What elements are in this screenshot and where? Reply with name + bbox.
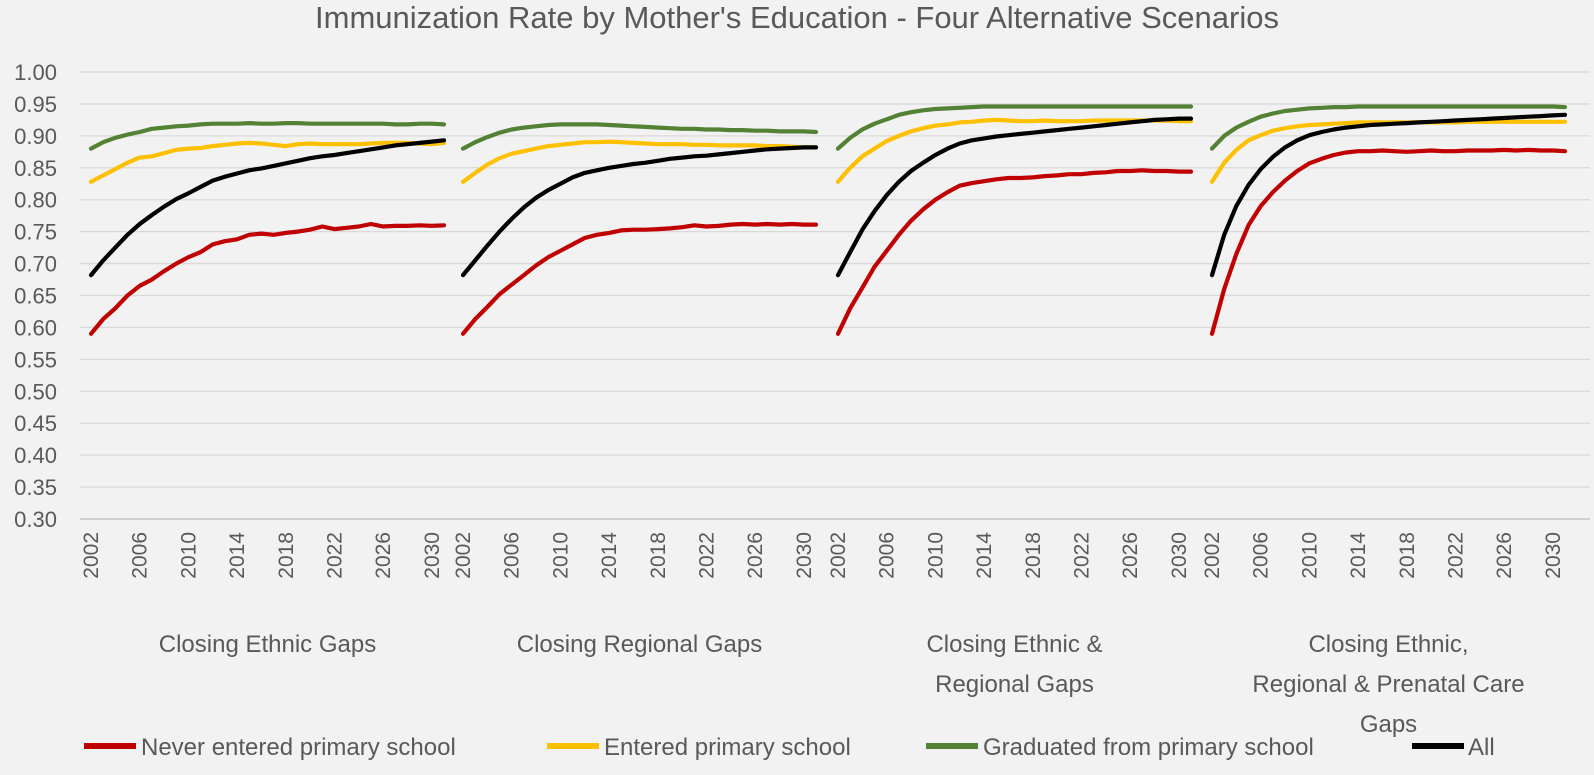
legend: Never entered primary school Entered prim… <box>84 734 1495 761</box>
y-tick-label: 0.40 <box>14 443 57 468</box>
legend-label: All <box>1468 734 1495 761</box>
series-line <box>460 221 819 336</box>
legend-label: Never entered primary school <box>141 734 456 761</box>
scenario-label: Gaps <box>1360 711 1417 738</box>
x-tick-label: 2018 <box>1396 532 1419 579</box>
y-tick-label: 0.75 <box>14 220 57 245</box>
x-tick-label: 2014 <box>1347 532 1370 579</box>
series-line <box>835 116 1194 278</box>
chart-title: Immunization Rate by Mother's Education … <box>315 0 1279 35</box>
scenario-label: Closing Ethnic & <box>926 631 1102 658</box>
series-line <box>835 104 1194 151</box>
x-tick-label: 2026 <box>1119 532 1142 579</box>
y-tick-label: 0.55 <box>14 347 57 372</box>
x-tick-label: 2022 <box>1070 532 1093 579</box>
series-line <box>835 168 1194 336</box>
series-line <box>88 138 447 278</box>
series-line <box>460 145 819 278</box>
gridlines <box>80 71 1590 520</box>
x-tick-label: 2002 <box>452 532 475 579</box>
y-tick-label: 0.80 <box>14 188 57 213</box>
x-tick-label: 2030 <box>793 532 816 579</box>
x-tick-label: 2018 <box>1022 532 1045 579</box>
y-tick-label: 0.35 <box>14 475 57 500</box>
series-line <box>88 120 447 151</box>
group-labels: Closing Ethnic Gaps Closing Regional Gaps… <box>159 631 1525 738</box>
x-tick-label: 2010 <box>924 532 947 579</box>
x-tick-label: 2010 <box>549 532 572 579</box>
series-line <box>1209 112 1568 278</box>
scenario-label: Closing Ethnic, <box>1308 631 1468 658</box>
y-tick-label: 0.90 <box>14 124 57 149</box>
x-tick-label: 2014 <box>598 532 621 579</box>
series-lines <box>88 104 1568 336</box>
y-tick-label: 1.00 <box>14 60 57 85</box>
y-tick-label: 0.30 <box>14 507 57 532</box>
x-tick-label: 2018 <box>275 532 298 579</box>
x-tick-label: 2030 <box>1168 532 1191 579</box>
x-tick-label: 2030 <box>1542 532 1565 579</box>
series-line <box>460 122 819 151</box>
x-tick-label: 2026 <box>1493 532 1516 579</box>
scenario-label: Regional Gaps <box>935 671 1094 698</box>
x-tick-label: 2010 <box>177 532 200 579</box>
x-tick-label: 2006 <box>501 532 524 579</box>
y-tick-label: 0.50 <box>14 379 57 404</box>
x-axis-ticks: 2002 2006 2010 2014 2018 2022 2026 2030 2002 2006… <box>80 532 1565 579</box>
y-tick-label: 0.85 <box>14 156 57 181</box>
x-tick-label: 2026 <box>372 532 395 579</box>
x-tick-label: 2014 <box>973 532 996 579</box>
scenario-label: Closing Ethnic Gaps <box>159 631 376 658</box>
scenario-label: Closing Regional Gaps <box>517 631 762 658</box>
x-tick-label: 2026 <box>744 532 767 579</box>
x-tick-label: 2006 <box>1250 532 1273 579</box>
x-tick-label: 2006 <box>876 532 899 579</box>
y-tick-label: 0.95 <box>14 92 57 117</box>
scenario-label: Regional & Prenatal Care <box>1252 671 1524 698</box>
x-tick-label: 2002 <box>1201 532 1224 579</box>
x-tick-label: 2022 <box>695 532 718 579</box>
y-tick-label: 0.65 <box>14 284 57 309</box>
y-tick-label: 0.45 <box>14 411 57 436</box>
x-tick-label: 2018 <box>647 532 670 579</box>
y-tick-label: 0.60 <box>14 315 57 340</box>
legend-label: Entered primary school <box>604 734 851 761</box>
x-tick-label: 2002 <box>827 532 850 579</box>
series-line <box>88 221 447 336</box>
series-line <box>1209 104 1568 151</box>
y-tick-label: 0.70 <box>14 252 57 277</box>
y-axis-ticks: 0.30 0.35 0.40 0.45 0.50 0.55 0.60 0.65 0.70 0.75… <box>14 60 57 532</box>
x-tick-label: 2002 <box>80 532 103 579</box>
series-line <box>1209 147 1568 336</box>
x-tick-label: 2022 <box>1444 532 1467 579</box>
series-line <box>88 140 447 184</box>
series-line <box>460 139 819 184</box>
x-tick-label: 2014 <box>226 532 249 579</box>
legend-label: Graduated from primary school <box>983 734 1314 761</box>
x-tick-label: 2030 <box>421 532 444 579</box>
x-tick-label: 2006 <box>129 532 152 579</box>
x-tick-label: 2010 <box>1298 532 1321 579</box>
x-tick-label: 2022 <box>323 532 346 579</box>
